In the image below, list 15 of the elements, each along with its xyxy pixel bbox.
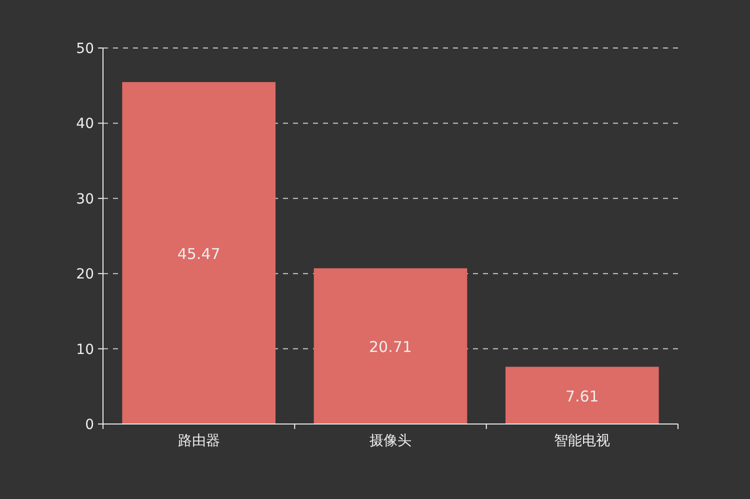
y-tick-label: 20 bbox=[76, 266, 94, 283]
bar bbox=[314, 268, 468, 424]
y-tick-label: 30 bbox=[76, 191, 94, 208]
y-tick-label: 10 bbox=[76, 342, 94, 358]
x-tick-label: 路由器 bbox=[178, 433, 220, 449]
y-tick-label: 40 bbox=[76, 116, 94, 132]
data-label: 20.71 bbox=[369, 338, 412, 356]
y-tick-label: 50 bbox=[76, 41, 94, 57]
bar bbox=[506, 366, 659, 424]
x-tick-label: 摄像头 bbox=[370, 433, 412, 449]
x-tick-label: 智能电视 bbox=[554, 433, 610, 449]
data-label: 45.47 bbox=[177, 245, 220, 264]
y-tick-label: 0 bbox=[85, 417, 94, 433]
data-label: 7.61 bbox=[565, 387, 599, 406]
bar bbox=[122, 82, 276, 424]
